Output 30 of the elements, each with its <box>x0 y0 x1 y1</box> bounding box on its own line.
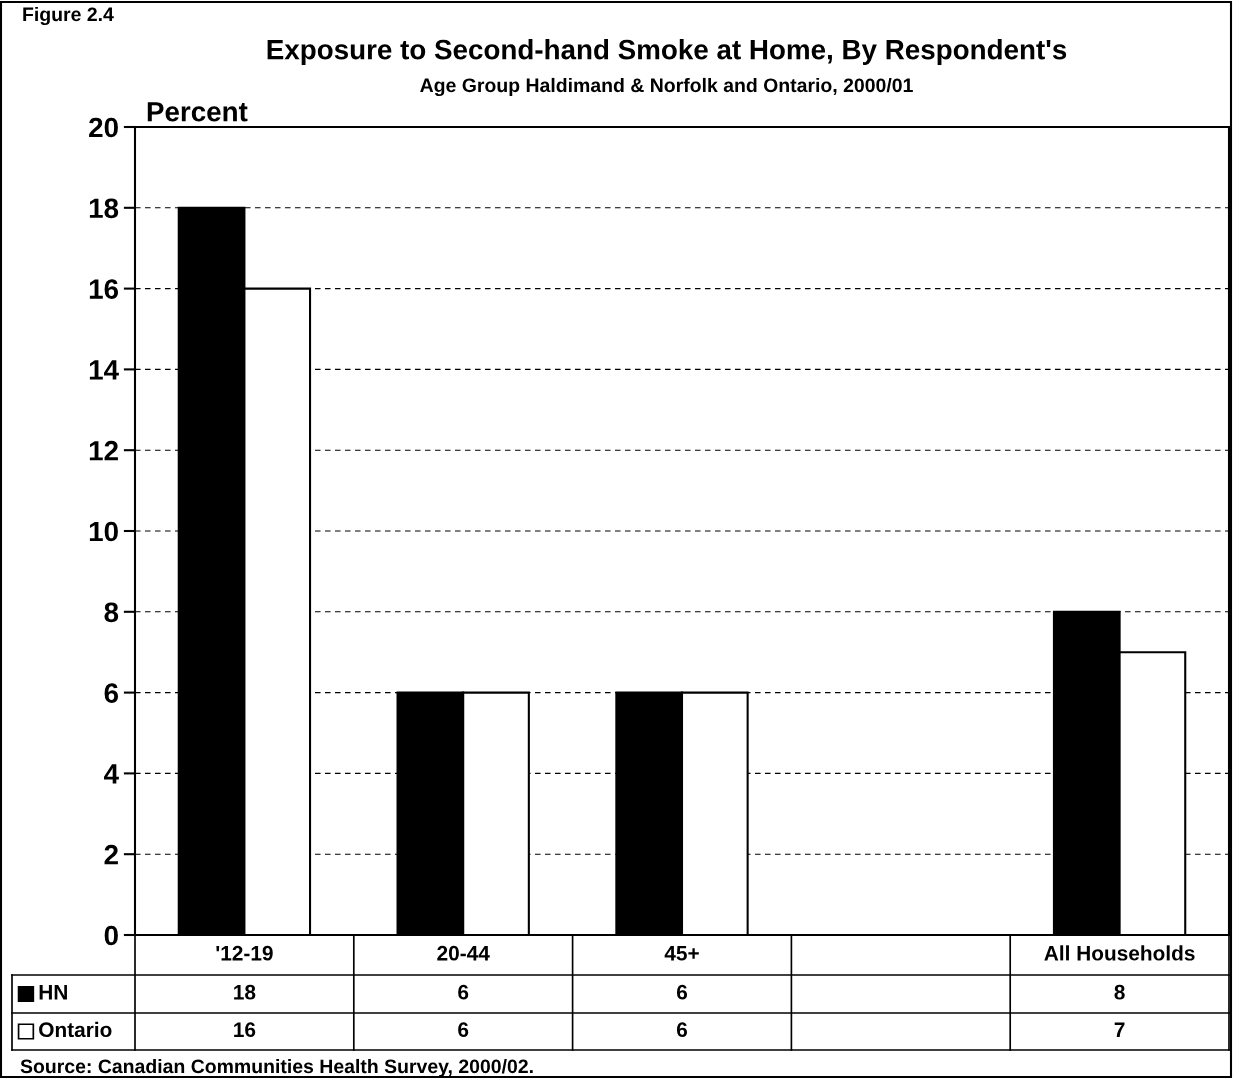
x-tick-label: 20-44 <box>437 945 490 961</box>
y-tick-label: 2 <box>104 844 118 865</box>
y-tick-label: 14 <box>89 360 119 380</box>
y-tick-label: 18 <box>89 198 119 219</box>
data-label: 8 <box>1114 984 1125 1000</box>
chart-title: Exposure to Second-hand Smoke at Home, By Respondent's <box>267 39 1067 65</box>
x-tick-label: All Households <box>1044 945 1195 961</box>
y-tick-label: 20 <box>89 117 118 138</box>
legend-label: HN <box>39 985 67 1000</box>
x-tick-label: 45+ <box>664 946 699 961</box>
data-label: 6 <box>676 1022 688 1038</box>
data-label: 6 <box>458 984 469 1000</box>
y-tick-label: 6 <box>104 683 119 703</box>
chart-subtitle: Age Group Haldimand & Norfolk and Ontario, 2000/01 <box>420 77 913 97</box>
data-label: 6 <box>458 1022 469 1038</box>
legend-label: Ontario <box>39 1021 112 1038</box>
y-tick-label: 4 <box>104 764 119 784</box>
y-tick-label: 10 <box>89 521 118 542</box>
y-tick-label: 8 <box>104 602 119 623</box>
x-tick-label: '12-19 <box>216 945 273 961</box>
y-tick-label: 16 <box>89 279 119 299</box>
caption: Figure 2.4 <box>23 6 114 26</box>
source-note: Source: Canadian Communities Health Survey, 2000/02. <box>20 1058 533 1078</box>
data-label: 16 <box>234 1022 256 1038</box>
y-tick-label: 12 <box>89 440 118 461</box>
data-label: 6 <box>676 984 688 1000</box>
data-label: 18 <box>234 984 256 1000</box>
data-label: 7 <box>1114 1022 1125 1037</box>
y-tick-label: 0 <box>104 925 118 946</box>
y-axis-title: Percent <box>147 102 248 122</box>
